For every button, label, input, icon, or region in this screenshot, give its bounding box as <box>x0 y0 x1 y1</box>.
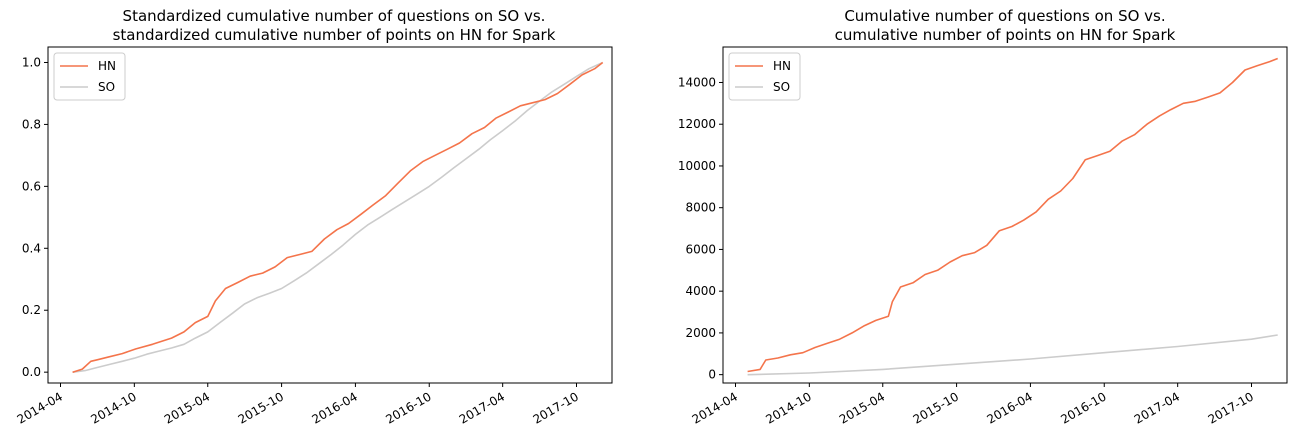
left-chart-y-tick-label: 0.0 <box>22 365 41 379</box>
right-chart-legend-label-so: SO <box>773 80 790 94</box>
right-chart-y-tick-label: 8000 <box>685 201 716 215</box>
left-chart-title-line-1: Standardized cumulative number of questi… <box>123 7 546 25</box>
right-chart-title-line-1: Cumulative number of questions on SO vs. <box>844 7 1165 25</box>
left-chart-y-tick-label: 1.0 <box>22 55 41 69</box>
left-chart-legend-label-so: SO <box>98 80 115 94</box>
left-chart-x-ticks: 2014-04 2014-10 2015-04 2015-10 2016-04 2016-… <box>15 383 581 427</box>
left-chart-series-hn-line <box>72 61 604 373</box>
left-chart-y-tick-label: 0.8 <box>22 117 41 131</box>
right-chart-series-so-line <box>747 334 1278 376</box>
left-chart-y-tick-label: 0.2 <box>22 303 41 317</box>
right-chart-y-tick-label: 2000 <box>685 326 716 340</box>
right-chart-y-tick-label: 4000 <box>685 284 716 298</box>
left-chart: Standardized cumulative number of questi… <box>15 7 613 427</box>
left-chart-x-tick-label: 2017-04 <box>457 389 507 426</box>
right-chart-title-line-2: cumulative number of points on HN for Sp… <box>835 26 1176 44</box>
left-chart-x-tick-label: 2015-10 <box>236 389 286 426</box>
right-chart-y-tick-label: 12000 <box>678 117 716 131</box>
left-chart-lines <box>72 61 604 373</box>
right-chart-y-tick-label: 10000 <box>678 159 716 173</box>
left-chart-x-tick-label: 2015-04 <box>162 389 212 426</box>
left-chart-axes-frame <box>47 46 613 384</box>
right-chart-x-tick-label: 2017-10 <box>1206 389 1256 426</box>
left-chart-x-tick-label: 2014-10 <box>88 389 138 426</box>
right-chart-series-hn-line <box>747 57 1278 373</box>
right-chart-x-ticks: 2014-04 2014-10 2015-04 2015-10 2016-04 2016-… <box>690 383 1256 427</box>
right-chart-y-tick-label: 6000 <box>685 242 716 256</box>
right-chart-x-tick-label: 2014-04 <box>690 389 740 426</box>
left-chart-series-so-line <box>72 61 604 373</box>
left-chart-y-ticks: 0.0 0.2 0.4 0.6 0.8 1.0 <box>22 55 48 379</box>
right-chart-x-tick-label: 2016-04 <box>984 389 1034 426</box>
right-chart: Cumulative number of questions on SO vs.… <box>678 7 1288 427</box>
left-chart-title-line-2: standardized cumulative number of points… <box>113 26 556 44</box>
right-chart-legend: HN SO <box>728 52 801 101</box>
left-chart-x-tick-label: 2017-10 <box>531 389 581 426</box>
left-chart-x-tick-label: 2016-04 <box>309 389 359 426</box>
left-chart-y-tick-label: 0.4 <box>22 241 41 255</box>
left-chart-y-tick-label: 0.6 <box>22 179 41 193</box>
right-chart-legend-box <box>728 52 801 101</box>
right-chart-x-tick-label: 2016-10 <box>1058 389 1108 426</box>
right-chart-axes-frame <box>722 46 1288 384</box>
right-chart-x-tick-label: 2015-04 <box>837 389 887 426</box>
right-chart-y-tick-label: 14000 <box>678 75 716 89</box>
right-chart-x-tick-label: 2014-10 <box>763 389 813 426</box>
right-chart-lines <box>747 57 1278 376</box>
left-chart-x-tick-label: 2014-04 <box>15 389 65 426</box>
left-chart-x-tick-label: 2016-10 <box>383 389 433 426</box>
right-chart-x-tick-label: 2017-04 <box>1132 389 1182 426</box>
right-chart-y-tick-label: 0 <box>708 368 716 382</box>
right-chart-x-tick-label: 2015-10 <box>911 389 961 426</box>
left-chart-legend: HN SO <box>53 52 126 101</box>
left-chart-legend-box <box>53 52 126 101</box>
right-chart-y-ticks: 0 2000 4000 6000 8000 10000 12000 14000 <box>678 75 723 382</box>
left-chart-legend-label-hn: HN <box>98 59 116 73</box>
right-chart-legend-label-hn: HN <box>773 59 791 73</box>
